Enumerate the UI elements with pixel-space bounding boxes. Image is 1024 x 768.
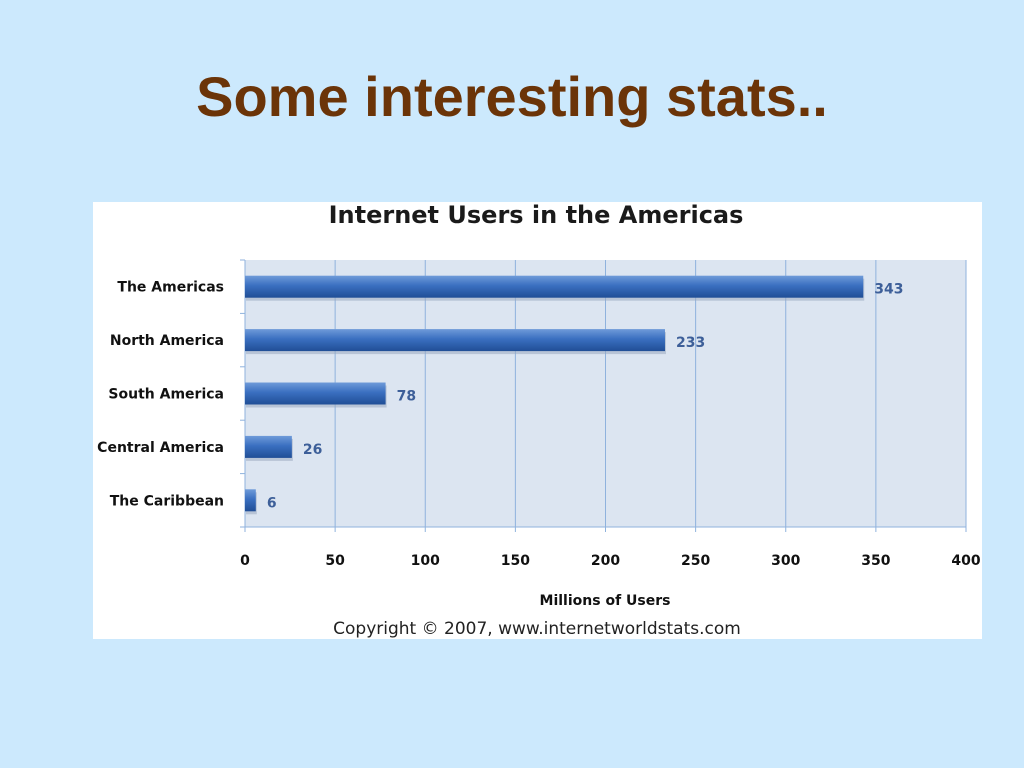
bar [245, 329, 665, 352]
category-label: The Caribbean [110, 493, 224, 509]
copyright-text: Copyright © 2007, www.internetworldstats… [333, 619, 741, 639]
data-label: 233 [676, 335, 705, 351]
data-label: 78 [397, 389, 416, 405]
category-label: North America [110, 333, 224, 349]
labels: 0 50 100 150 200 250 300 350 400 The Americas 343 N… [97, 280, 981, 569]
bar [245, 382, 386, 405]
bars [245, 275, 865, 515]
x-tick-label: 200 [591, 553, 620, 569]
category-label: Central America [97, 440, 224, 456]
x-axis-title: Millions of Users [540, 593, 671, 609]
category-label: The Americas [117, 280, 224, 296]
category-label: South America [108, 387, 224, 403]
x-tick-label: 400 [951, 553, 980, 569]
chart-container: Internet Users in the Americas 0 50 100 150… [93, 202, 982, 639]
bar [245, 435, 292, 458]
data-label: 6 [267, 495, 277, 511]
x-tick-label: 250 [681, 553, 710, 569]
x-tick-label: 150 [501, 553, 530, 569]
chart-title: Internet Users in the Americas [329, 202, 744, 229]
x-tick-label: 350 [861, 553, 890, 569]
x-tick-label: 0 [240, 553, 250, 569]
data-label: 343 [874, 282, 903, 298]
x-tick-label: 100 [411, 553, 440, 569]
bar [245, 275, 864, 298]
bar [245, 489, 256, 512]
slide-title: Some interesting stats.. [196, 65, 828, 128]
x-tick-label: 50 [325, 553, 345, 569]
data-label: 26 [303, 442, 322, 458]
bar-chart: Internet Users in the Americas 0 50 100 150… [97, 202, 981, 639]
x-tick-label: 300 [771, 553, 800, 569]
